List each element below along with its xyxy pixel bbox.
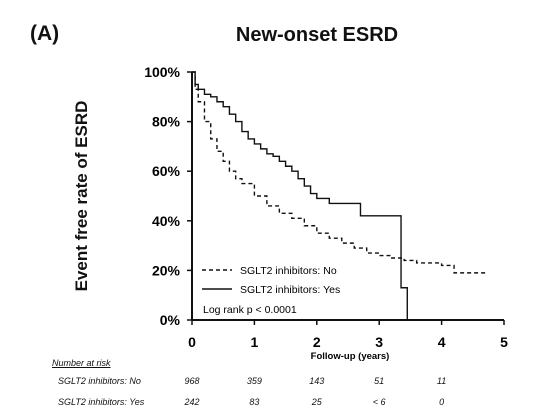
y-tick-label: 40% [152,213,181,229]
risk-count: 242 [184,397,200,407]
y-tick-label: 60% [152,163,181,179]
chart-title: New-onset ESRD [235,24,399,46]
risk-count: < 6 [372,397,386,407]
series-layer [192,71,486,320]
x-tick-label: 3 [375,334,383,350]
risk-count: 0 [439,397,445,407]
x-tick-label: 2 [313,334,321,350]
risk-row-label: SGLT2 inhibitors: No [58,376,141,386]
risk-table-title: Number at risk [52,358,111,368]
y-tick-label: 100% [144,64,180,80]
x-tick-label: 5 [500,334,508,350]
panel-label: (A) [30,22,60,45]
risk-count: 83 [249,397,260,407]
y-tick-label: 80% [152,114,181,130]
risk-count: 51 [374,376,385,386]
risk-count: 25 [311,397,322,407]
x-tick-label: 1 [251,334,259,350]
log-rank-annotation: Log rank p < 0.0001 [203,304,297,316]
x-axis-title: Follow-up (years) [311,351,390,362]
ticks: 0% 20% 40% 60% 80% 100% 0 1 2 3 4 5 Follow-up (years… [144,64,508,362]
risk-count: 968 [184,376,200,386]
risk-row-label: SGLT2 inhibitors: Yes [58,397,145,407]
risk-count: 359 [246,376,262,386]
legend-label: SGLT2 inhibitors: Yes [240,284,340,296]
x-tick-label: 0 [188,334,196,350]
axes [191,72,504,321]
legend: SGLT2 inhibitors: No SGLT2 inhibitors: Ye… [202,265,340,316]
risk-count: 143 [309,376,325,386]
series-line-yes [192,71,408,320]
legend-label: SGLT2 inhibitors: No [240,265,337,277]
risk-count: 11 [436,376,447,386]
series-line-no [192,71,486,274]
y-tick-label: 0% [160,312,181,328]
x-tick-label: 4 [438,334,446,350]
y-tick-label: 20% [152,262,181,278]
